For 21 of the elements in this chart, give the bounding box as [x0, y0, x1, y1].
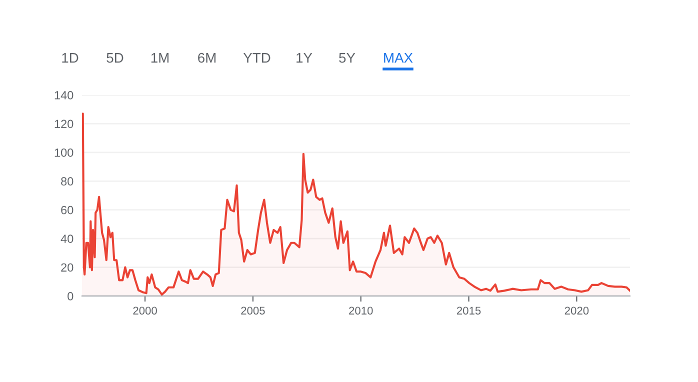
text: 1Y	[296, 53, 312, 63]
y-tick-label: 20	[61, 263, 74, 272]
text: 5Y	[339, 53, 356, 63]
x-tick-label: 2020	[564, 306, 589, 315]
y-tick-label: 40	[60, 234, 74, 243]
y-tick-label: 140	[54, 91, 74, 100]
x-tick-label: 2010	[349, 306, 373, 315]
text: 1D	[62, 53, 78, 63]
y-tick-label: 100	[54, 148, 74, 157]
text: 5D	[106, 53, 124, 63]
x-tick-label: 2005	[241, 306, 265, 315]
text: 6M	[198, 52, 216, 63]
y-tick-label: 80	[61, 177, 74, 186]
y-tick-label: 0	[68, 292, 74, 300]
x-tick-label: 2015	[456, 306, 481, 315]
x-tick-label: 2000	[133, 306, 157, 315]
text: YTD	[243, 53, 270, 63]
y-tick-label: 120	[54, 120, 74, 128]
text: MAX	[384, 53, 413, 63]
y-tick-label: 60	[61, 206, 74, 214]
text: 1M	[151, 53, 169, 63]
